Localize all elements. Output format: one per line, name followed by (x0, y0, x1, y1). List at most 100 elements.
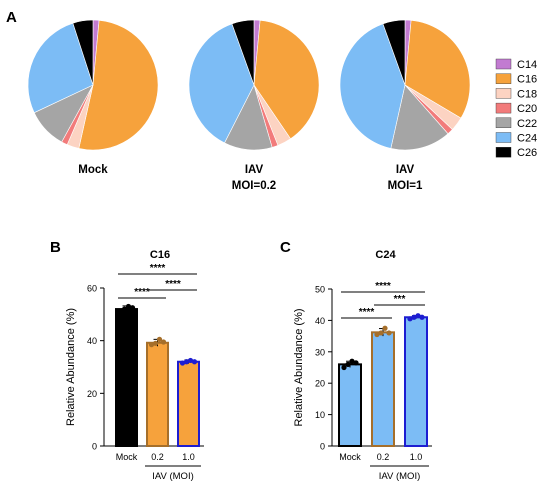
y-tick-label: 20 (315, 379, 325, 389)
data-point (382, 325, 388, 331)
data-point (156, 336, 163, 342)
bar-chart-c16: C16 0 20 40 60 Relative Abundance (%) Mock 0.2 1… (65, 249, 204, 482)
pie-slice-c24 (339, 23, 406, 149)
legend-item-c24: C24 (495, 132, 537, 145)
data-point (378, 330, 384, 336)
y-tick-label: 0 (320, 442, 325, 452)
group-label: IAV (MOI) (379, 471, 421, 482)
data-point (183, 359, 190, 365)
y-tick-label: 20 (87, 389, 97, 399)
y-tick-label: 40 (87, 336, 97, 346)
x-tick-label: 0.2 (377, 452, 390, 462)
pie-chart-3: IAV MOI=1 (339, 19, 471, 192)
legend-swatch (495, 117, 512, 129)
pie-label: MOI=0.2 (232, 180, 276, 192)
data-point (407, 316, 413, 322)
pie-chart-1: Mock (27, 19, 159, 176)
significance-label: **** (165, 279, 181, 290)
bar-2 (146, 341, 169, 448)
data-point (415, 313, 421, 319)
pie-slice-c16 (404, 19, 471, 119)
bar-3 (404, 316, 428, 448)
data-point (152, 340, 159, 346)
bar-3 (177, 360, 200, 448)
data-point (121, 306, 128, 312)
data-point (345, 361, 351, 367)
y-tick-label: 50 (315, 285, 325, 295)
legend-item-c20: C20 (495, 102, 537, 115)
legend-swatch (495, 73, 512, 84)
legend-label: C16 (517, 74, 537, 86)
y-tick-label: 60 (87, 284, 97, 294)
y-tick-label: 0 (92, 442, 97, 452)
legend-swatch (495, 146, 512, 158)
panel-label-c: C (280, 239, 291, 256)
legend-label: C24 (517, 133, 537, 145)
pie-label: IAV (245, 164, 264, 176)
significance-label: **** (150, 263, 166, 274)
pie-slice-c24 (27, 22, 94, 114)
data-point (148, 342, 155, 348)
legend-item-c18: C18 (495, 88, 537, 100)
pie-slice-c16 (78, 19, 159, 151)
legend-item-c26: C26 (495, 146, 537, 159)
x-tick-label: Mock (339, 452, 361, 462)
x-tick-label: 0.2 (151, 452, 164, 462)
y-axis-label: Relative Abundance (%) (293, 308, 305, 426)
legend-swatch (495, 88, 512, 99)
x-tick-label: 1.0 (182, 452, 195, 462)
legend-swatch (495, 132, 512, 143)
data-point (386, 330, 392, 336)
legend-label: C18 (517, 88, 537, 100)
chart-title: C16 (150, 249, 170, 261)
significance-label: **** (375, 281, 391, 292)
data-point (191, 359, 198, 365)
legend-item-c22: C22 (495, 117, 537, 130)
bar-1 (115, 308, 138, 448)
data-point (125, 303, 132, 310)
data-point (349, 358, 355, 364)
bar-chart-c24: C24 0 10 20 30 40 50 Relative Abundance (%) Mock… (293, 249, 432, 482)
pie-slice-c26 (382, 19, 406, 86)
pie-slice-c22 (390, 84, 449, 151)
pie-slice-c26 (72, 19, 94, 86)
legend-label: C20 (517, 103, 537, 115)
significance-label: *** (394, 294, 406, 305)
legend-item-c14: C14 (495, 58, 537, 71)
data-point (353, 360, 359, 366)
y-tick-label: 10 (315, 410, 325, 420)
bar-2 (371, 331, 395, 447)
pie-slice-c24 (188, 23, 255, 144)
legend-label: C22 (517, 118, 537, 130)
legend-label: C26 (517, 147, 537, 159)
x-tick-label: 1.0 (410, 452, 423, 462)
data-point (117, 309, 124, 315)
group-label: IAV (MOI) (152, 471, 194, 482)
pie-chart-2: IAV MOI=0.2 (188, 19, 320, 192)
x-tick-label: Mock (116, 452, 138, 462)
y-tick-label: 30 (315, 347, 325, 357)
pie-label: Mock (78, 164, 108, 176)
pie-label: MOI=1 (388, 180, 423, 192)
bar-1 (338, 363, 362, 447)
pie-charts: Mock IAV MOI=0.2 IAV MOI=1 (27, 19, 471, 192)
data-point (411, 314, 417, 320)
data-point (374, 331, 380, 338)
panel-label-b: B (50, 239, 61, 256)
data-point (187, 357, 194, 364)
data-point (419, 314, 425, 320)
data-point (179, 360, 186, 366)
panel-label-a: A (6, 9, 17, 26)
legend-item-c16: C16 (495, 73, 537, 86)
significance-label: **** (359, 307, 375, 318)
legend-swatch (495, 58, 512, 70)
pie-slice-c26 (231, 19, 255, 86)
y-tick-label: 40 (315, 316, 325, 326)
data-point (341, 364, 347, 371)
chart-title: C24 (375, 249, 396, 261)
legend-label: C14 (517, 59, 537, 71)
significance-label: **** (134, 287, 150, 298)
pie-slice-c16 (253, 19, 320, 140)
y-axis-label: Relative Abundance (%) (65, 308, 77, 426)
